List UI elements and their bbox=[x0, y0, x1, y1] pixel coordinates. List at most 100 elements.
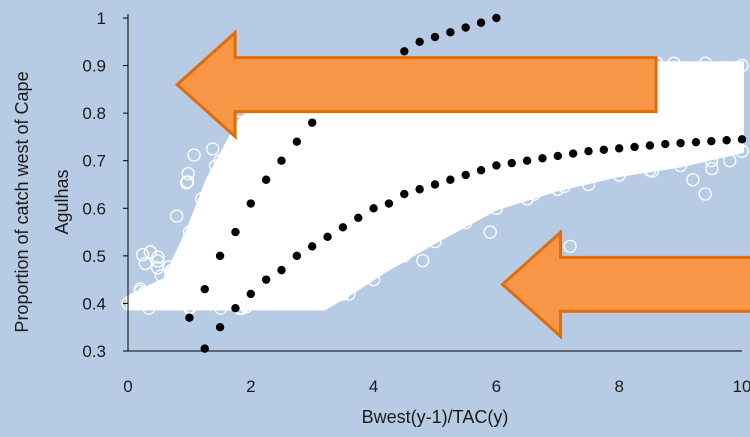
scatter-point bbox=[735, 144, 749, 158]
scatter-point bbox=[345, 194, 359, 208]
dot-series-2-point bbox=[261, 275, 271, 284]
scatter-point bbox=[341, 132, 355, 147]
scatter-point bbox=[705, 161, 719, 176]
scatter-point bbox=[698, 56, 713, 70]
scatter-point bbox=[708, 125, 722, 139]
axes bbox=[123, 14, 742, 352]
scatter-point bbox=[633, 148, 647, 162]
dot-series-2-point bbox=[615, 144, 624, 153]
dot-series-2-point bbox=[476, 166, 486, 175]
scatter-point bbox=[430, 212, 445, 226]
dot-series-2-point bbox=[645, 141, 655, 150]
scatter-point bbox=[529, 177, 543, 191]
scatter-point bbox=[675, 152, 689, 167]
scatter-point bbox=[714, 71, 729, 86]
scatter-point bbox=[340, 181, 355, 195]
dot-series-1-point bbox=[430, 32, 440, 42]
scatter-point bbox=[400, 133, 414, 147]
scatter-point bbox=[413, 184, 427, 198]
scatter-point bbox=[686, 173, 700, 187]
dot-series-2-point bbox=[492, 161, 501, 170]
dot-series-2-point bbox=[384, 199, 394, 208]
scatter-point bbox=[428, 234, 442, 249]
scatter-point bbox=[187, 148, 201, 162]
y-tick-label: 0.9 bbox=[82, 57, 106, 76]
scatter-point bbox=[342, 287, 356, 301]
scatter-point bbox=[326, 249, 341, 263]
dot-series-2-point bbox=[354, 213, 363, 222]
scatter-point bbox=[421, 152, 435, 166]
scatter-point bbox=[263, 218, 277, 232]
y-tick-label: 0.8 bbox=[82, 104, 106, 123]
scatter-point bbox=[467, 202, 481, 216]
scatter-point bbox=[673, 158, 688, 173]
scatter-point bbox=[428, 125, 443, 139]
x-tick-label: 10 bbox=[733, 377, 750, 396]
scatter-point bbox=[397, 249, 411, 263]
tick-labels: 0 2 4 6 8 10 0.3 0.4 0.5 0.6 0.7 0.8 0.9 1 bbox=[82, 9, 750, 396]
scatter-point bbox=[581, 177, 596, 192]
dot-series-2-point bbox=[246, 289, 255, 299]
dot-series-1-point bbox=[308, 118, 317, 127]
scatter-point bbox=[182, 288, 197, 302]
scatter-point bbox=[462, 155, 477, 169]
arrow-annotation-1 bbox=[174, 29, 658, 140]
dot-series-2-point bbox=[538, 154, 547, 163]
dot-series-2-point bbox=[308, 242, 317, 251]
dot-series-2-point bbox=[323, 232, 332, 242]
scatter-point bbox=[609, 155, 623, 170]
scatter-point bbox=[458, 201, 473, 215]
scatter-point bbox=[235, 138, 250, 153]
dot-series-2-point bbox=[568, 149, 578, 158]
scatter-point bbox=[151, 261, 165, 275]
scatter-point bbox=[215, 266, 229, 281]
scatter-point bbox=[416, 253, 430, 268]
scatter-point bbox=[408, 130, 422, 145]
y-tick-label: 0.6 bbox=[82, 199, 106, 218]
dot-series-2-point bbox=[446, 175, 455, 184]
dot-series-2-point bbox=[599, 145, 609, 154]
scatter-point bbox=[666, 117, 681, 131]
scatter-point bbox=[664, 88, 679, 102]
y-axis-title-line-2: Agulhas bbox=[52, 169, 72, 234]
scatter-point bbox=[362, 240, 376, 254]
dot-series-2-point bbox=[277, 265, 286, 275]
dot-series-2-point bbox=[507, 158, 516, 168]
scatter-point bbox=[270, 175, 284, 190]
annotation-arrows bbox=[174, 29, 750, 340]
scatter-point bbox=[574, 114, 588, 129]
x-tick-label: 4 bbox=[369, 377, 378, 396]
x-tick-label: 8 bbox=[614, 377, 623, 396]
y-axis-title: Proportion of catch west of Cape Agulhas bbox=[12, 71, 72, 332]
dot-series-2-point bbox=[722, 136, 731, 145]
dot-series-2-point bbox=[338, 223, 348, 232]
x-axis-title: Bwest(y-1)/TAC(y) bbox=[362, 407, 509, 427]
scatter-point bbox=[641, 151, 655, 165]
dot-series-2-point bbox=[691, 137, 701, 147]
scatter-point bbox=[376, 228, 390, 242]
scatter-point bbox=[162, 260, 176, 274]
scatter-point bbox=[580, 160, 595, 174]
scatter-point bbox=[616, 121, 630, 135]
x-tick-label: 0 bbox=[123, 377, 132, 396]
scatter-point bbox=[450, 126, 465, 140]
scatter-point bbox=[591, 149, 605, 163]
scatter-point bbox=[386, 200, 400, 214]
dot-series-1-point bbox=[277, 156, 286, 165]
y-tick-label: 1 bbox=[97, 9, 106, 28]
scatter-point bbox=[301, 186, 316, 201]
dot-series-2-point bbox=[430, 180, 440, 189]
dot-series-2-point bbox=[522, 156, 532, 165]
dot-series-2-point bbox=[630, 142, 639, 152]
dot-series-2-point bbox=[553, 151, 562, 161]
scatter-point bbox=[643, 163, 657, 177]
scatter-point bbox=[492, 176, 506, 191]
dot-series-1-point bbox=[261, 175, 271, 184]
scatter-point bbox=[167, 276, 182, 291]
scatter-point bbox=[278, 135, 292, 149]
scatter-point bbox=[206, 142, 220, 156]
scatter-point bbox=[305, 296, 319, 311]
scatter-point bbox=[323, 285, 337, 299]
